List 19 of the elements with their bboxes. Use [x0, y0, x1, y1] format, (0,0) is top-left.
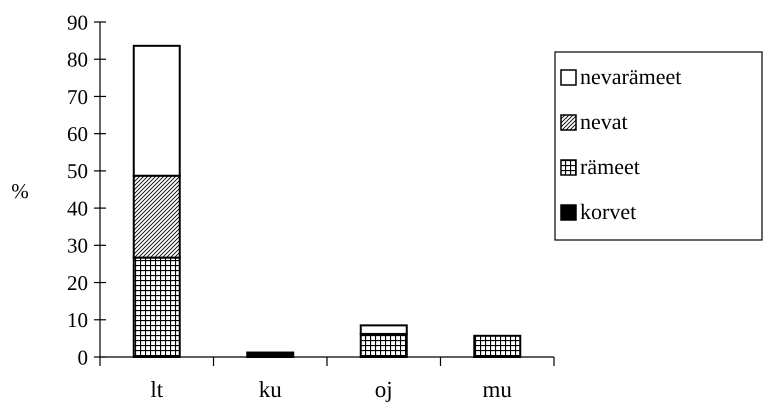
- y-tick-label: 0: [78, 345, 88, 370]
- y-tick-label: 40: [67, 196, 88, 220]
- x-tick-label: oj: [374, 377, 393, 402]
- x-tick-label: lt: [150, 377, 164, 402]
- x-tick-label: mu: [482, 377, 512, 402]
- legend-label: rämeet: [580, 154, 640, 179]
- y-tick-label: 30: [67, 234, 88, 258]
- y-tick-label: 90: [67, 10, 88, 34]
- y-tick-label: 70: [67, 84, 88, 109]
- legend-label: nevat: [580, 109, 628, 134]
- y-tick-label: 50: [67, 159, 88, 184]
- y-tick-label: 20: [67, 270, 88, 295]
- x-tick-label: ku: [258, 377, 282, 402]
- legend-label: korvet: [580, 199, 636, 224]
- y-tick-label: 80: [67, 48, 88, 72]
- y-axis-title: %: [11, 179, 29, 203]
- y-tick-label: 10: [67, 308, 88, 332]
- y-tick-label: 60: [67, 122, 88, 146]
- legend-label: nevarämeet: [580, 64, 682, 89]
